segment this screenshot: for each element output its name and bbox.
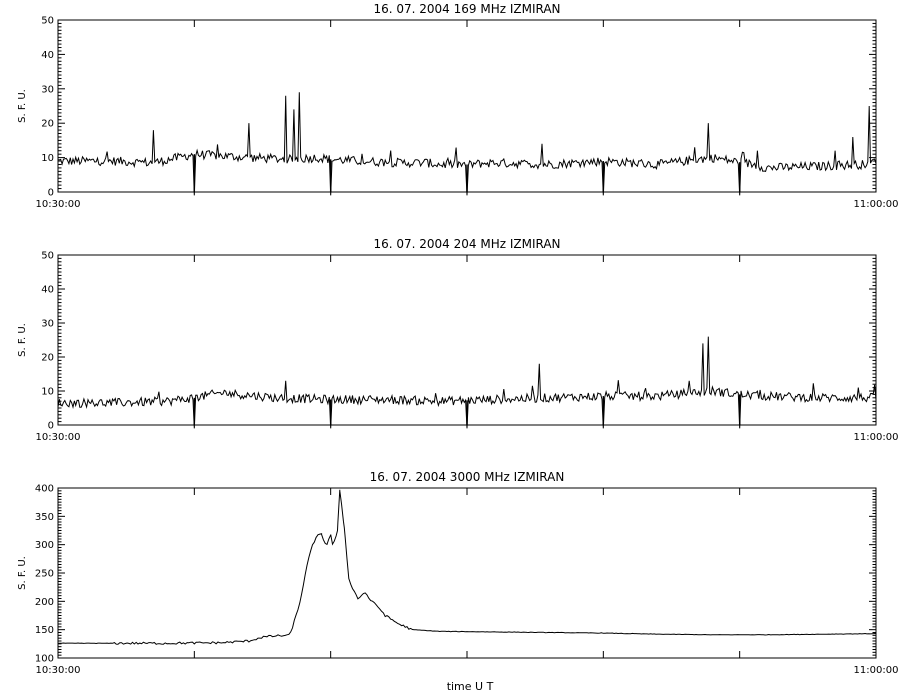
- y-tick-label: 0: [48, 421, 54, 432]
- y-tick-label: 350: [35, 512, 54, 523]
- y-tick-label: 30: [41, 84, 54, 95]
- panel-2: 16. 07. 2004 204 MHz IZMIRAN S. F. U. 0 10 2…: [17, 237, 898, 443]
- panel-1: 16. 07. 2004 169 MHz IZMIRAN S. F. U. 0 10 2…: [17, 2, 898, 210]
- x-tick-label: 11:00:00: [854, 432, 899, 443]
- y-tick-label: 50: [41, 251, 54, 262]
- y-tick-label: 0: [48, 188, 54, 199]
- y-axis-label: S. F. U.: [17, 89, 28, 123]
- x-axis-label: time U T: [447, 680, 494, 693]
- y-tick-label: 40: [41, 50, 54, 61]
- y-tick-label: 10: [41, 153, 54, 164]
- x-tick-label: 10:30:00: [36, 199, 81, 210]
- panels: 16. 07. 2004 169 MHz IZMIRAN S. F. U. 0 10 2…: [17, 2, 898, 676]
- y-tick-label: 100: [35, 654, 54, 665]
- y-tick-label: 20: [41, 119, 54, 130]
- y-axis-label: S. F. U.: [17, 556, 28, 590]
- y-tick-label: 50: [41, 16, 54, 27]
- x-tick-label: 10:30:00: [36, 665, 81, 676]
- chart-title: 16. 07. 2004 204 MHz IZMIRAN: [373, 237, 560, 251]
- y-axis-label: S. F. U.: [17, 323, 28, 357]
- y-tick-label: 150: [35, 625, 54, 636]
- y-tick-label: 40: [41, 285, 54, 296]
- panel-3: 16. 07. 2004 3000 MHz IZMIRAN S. F. U. 100…: [17, 470, 898, 676]
- chart-title: 16. 07. 2004 3000 MHz IZMIRAN: [370, 470, 565, 484]
- y-tick-label: 250: [35, 569, 54, 580]
- chart-title: 16. 07. 2004 169 MHz IZMIRAN: [373, 2, 560, 16]
- x-tick-label: 11:00:00: [854, 199, 899, 210]
- series-line: [57, 92, 877, 196]
- y-tick-label: 30: [41, 319, 54, 330]
- y-tick-label: 10: [41, 387, 54, 398]
- series-line: [57, 489, 877, 645]
- y-tick-label: 400: [35, 484, 54, 495]
- x-tick-label: 10:30:00: [36, 432, 81, 443]
- y-tick-label: 200: [35, 597, 54, 608]
- y-tick-label: 300: [35, 540, 54, 551]
- y-tick-label: 20: [41, 353, 54, 364]
- x-tick-label: 11:00:00: [854, 665, 899, 676]
- series-line: [57, 336, 877, 429]
